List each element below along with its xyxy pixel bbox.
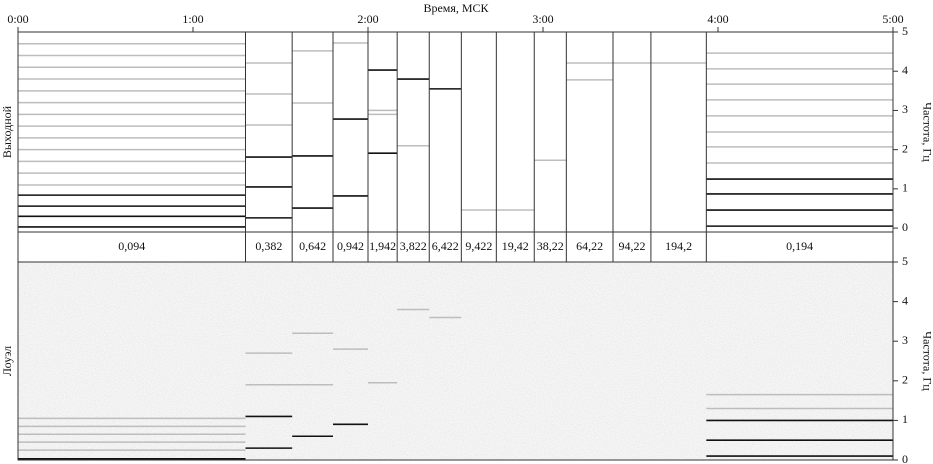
chart-title: Время, МСК [423, 1, 489, 15]
y2-label: Частота, Гц [920, 102, 933, 162]
x-tick-label: 5:00 [882, 12, 903, 26]
y-tick-label: 5 [902, 254, 908, 268]
noise-texture [18, 262, 893, 460]
segment-label: 0,194 [786, 239, 813, 253]
segment-label: 9,422 [465, 239, 492, 253]
y-tick-label: 3 [902, 102, 908, 116]
x-tick-label: 0:00 [7, 12, 28, 26]
segment-label: 64,22 [576, 239, 603, 253]
y-tick-label: 1 [902, 412, 908, 426]
segment-label: 0,094 [118, 239, 145, 253]
y-tick-label: 2 [902, 141, 908, 155]
x-tick-label: 2:00 [357, 12, 378, 26]
x-tick-label: 1:00 [182, 12, 203, 26]
segment-label: 0,382 [255, 239, 282, 253]
segment-label: 194,2 [665, 239, 692, 253]
segment-label: 19,42 [502, 239, 529, 253]
y-tick-label: 2 [902, 373, 908, 387]
y-tick-label: 0 [902, 220, 908, 234]
segment-label: 0,942 [337, 239, 364, 253]
y-tick-label: 0 [902, 452, 908, 464]
y-tick-label: 5 [902, 24, 908, 38]
x-tick-label: 4:00 [707, 12, 728, 26]
segment-label: 0,642 [299, 239, 326, 253]
segment-label: 6,422 [432, 239, 459, 253]
segment-label: 94,22 [618, 239, 645, 253]
y-label: Выходной [0, 105, 14, 158]
panel-frame [17, 261, 894, 461]
y-tick-label: 1 [902, 181, 908, 195]
y-tick-label: 4 [902, 293, 908, 307]
segment-label: 38,22 [537, 239, 564, 253]
y-tick-label: 3 [902, 333, 908, 347]
segment-label: 1,942 [369, 239, 396, 253]
segment-label: 3,822 [400, 239, 427, 253]
y-tick-label: 4 [902, 63, 908, 77]
x-tick-label: 3:00 [532, 12, 553, 26]
y2-label: Частота, Гц [920, 331, 933, 391]
y-label: Лоуэл [0, 346, 14, 376]
